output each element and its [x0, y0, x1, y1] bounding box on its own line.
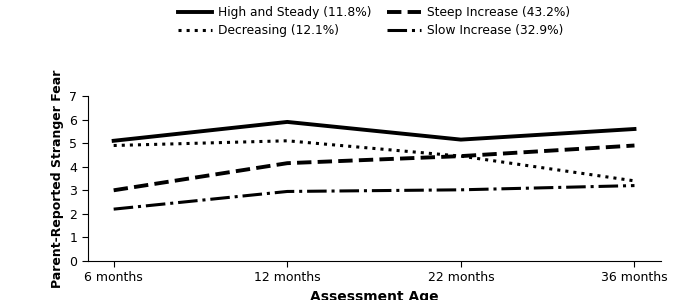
Legend: High and Steady (11.8%), Decreasing (12.1%), Steep Increase (43.2%), Slow Increa: High and Steady (11.8%), Decreasing (12.… [178, 6, 570, 37]
Y-axis label: Parent-Reported Stranger Fear: Parent-Reported Stranger Fear [51, 69, 63, 288]
X-axis label: Assessment Age: Assessment Age [310, 290, 438, 300]
